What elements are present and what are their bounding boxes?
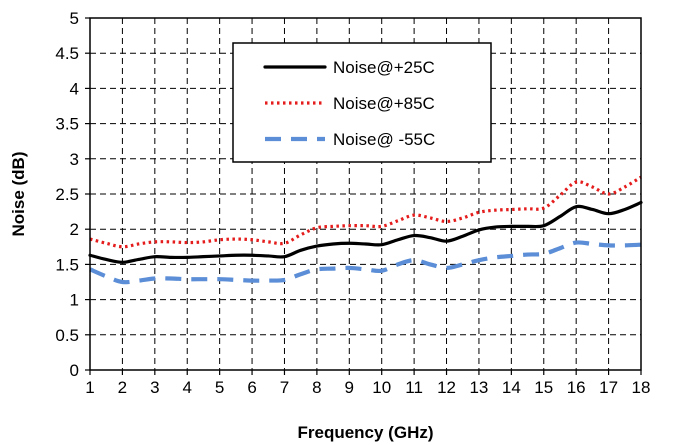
y-tick-label: 0.5	[55, 326, 79, 345]
x-tick-label: 10	[372, 378, 391, 397]
y-tick-label: 1.5	[55, 255, 79, 274]
y-axis-title: Noise (dB)	[9, 152, 28, 237]
series-line-1	[88, 200, 643, 264]
y-tick-label: 0	[70, 361, 79, 380]
legend-label-1: Noise@+25C	[333, 58, 435, 77]
legend-box	[232, 42, 492, 163]
y-tick-label: 2.5	[55, 185, 79, 204]
legend: Noise@+25C Noise@+85C Noise@ -55C	[232, 42, 492, 163]
y-tick-label: 1	[70, 291, 79, 310]
series-line-3	[89, 240, 642, 285]
y-tick-label: 4.5	[55, 44, 79, 63]
x-tick-label: 12	[437, 378, 456, 397]
x-tick-label: 3	[150, 378, 159, 397]
y-tick-label: 3.5	[55, 115, 79, 134]
legend-label-3: Noise@ -55C	[333, 130, 435, 149]
y-tick-label: 4	[70, 79, 79, 98]
x-tick-label: 5	[215, 378, 224, 397]
y-tick-label: 2	[70, 220, 79, 239]
x-tick-label: 2	[118, 378, 127, 397]
x-tick-label: 9	[345, 378, 354, 397]
x-tick-label: 17	[599, 378, 618, 397]
x-tick-label: 6	[247, 378, 256, 397]
x-tick-label: 16	[567, 378, 586, 397]
x-tick-label: 1	[85, 378, 94, 397]
x-tick-label: 11	[405, 378, 423, 397]
x-tick-label: 8	[312, 378, 321, 397]
axis-ticks: 1 2 3 4 5 6 7 8 9 10 11 12 13 14 15 16 17 1800.511.522.53…	[55, 9, 650, 397]
x-tick-label: 13	[469, 378, 488, 397]
x-tick-label: 4	[183, 378, 192, 397]
x-tick-label: 7	[280, 378, 289, 397]
legend-label-2: Noise@+85C	[333, 94, 435, 113]
x-axis-title: Frequency (GHz)	[297, 423, 433, 442]
series-line-2	[89, 175, 642, 249]
x-tick-label: 18	[632, 378, 651, 397]
y-tick-label: 5	[70, 9, 79, 28]
x-tick-label: 15	[534, 378, 553, 397]
x-tick-label: 14	[502, 378, 521, 397]
y-tick-label: 3	[70, 150, 79, 169]
series-lines	[88, 175, 643, 285]
